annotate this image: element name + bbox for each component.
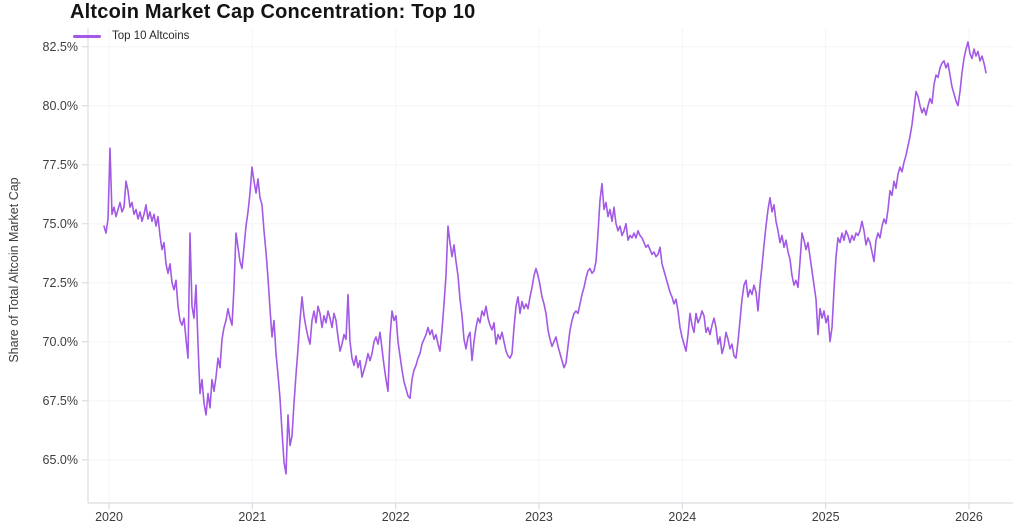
y-tick-label: 75.0%	[43, 217, 78, 231]
y-tick-label: 80.0%	[43, 99, 78, 113]
x-tick-label: 2022	[382, 510, 410, 524]
x-tick-label: 2020	[95, 510, 123, 524]
x-tick-label: 2025	[812, 510, 840, 524]
x-tick-label: 2021	[238, 510, 266, 524]
legend-line-swatch	[73, 34, 101, 38]
chart-title: Altcoin Market Cap Concentration: Top 10	[70, 1, 476, 23]
legend-label: Top 10 Altcoins	[112, 30, 190, 42]
x-tick-label: 2023	[525, 510, 553, 524]
plot-area[interactable]	[88, 28, 1013, 503]
y-tick-label: 70.0%	[43, 335, 78, 349]
series-line-top10-altcoins[interactable]	[103, 41, 987, 475]
y-tick-label: 65.0%	[43, 453, 78, 467]
y-axis-title: Share of Total Altcoin Market Cap	[7, 177, 21, 363]
y-tick-label: 72.5%	[43, 276, 78, 290]
y-tick-label: 67.5%	[43, 394, 78, 408]
legend-item-top10[interactable]: Top 10 Altcoins	[73, 30, 189, 42]
x-tick-label: 2024	[668, 510, 696, 524]
x-tick-label: 2026	[955, 510, 983, 524]
y-tick-label: 82.5%	[43, 40, 78, 54]
y-tick-label: 77.5%	[43, 158, 78, 172]
